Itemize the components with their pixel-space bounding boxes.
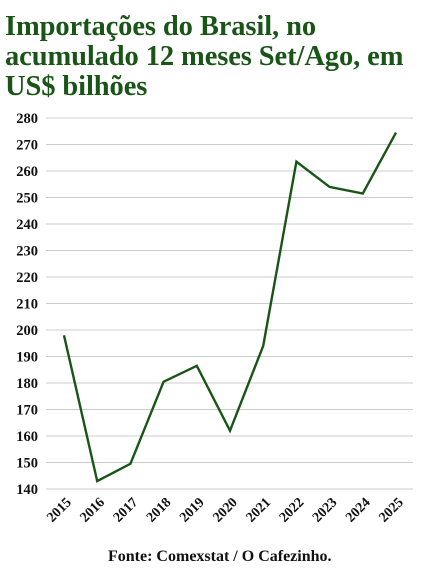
x-tick-label: 2019 xyxy=(177,495,207,525)
x-tick-label: 2024 xyxy=(343,495,373,525)
x-tick-label: 2020 xyxy=(210,495,240,525)
y-tick-label: 160 xyxy=(16,429,38,445)
x-axis-ticks: 2015 2016 2017 2018 2019 2020 2021 2022 2023 2024… xyxy=(44,495,406,525)
x-tick-label: 2021 xyxy=(244,495,274,525)
x-tick-label: 2022 xyxy=(277,495,307,525)
y-tick-label: 190 xyxy=(16,350,38,366)
y-tick-label: 200 xyxy=(16,323,38,339)
y-tick-label: 240 xyxy=(16,217,38,233)
chart-title: Importações do Brasil, no acumulado 12 m… xyxy=(5,11,404,102)
x-tick-label: 2025 xyxy=(376,495,406,525)
x-tick-label: 2023 xyxy=(310,495,340,525)
series-group xyxy=(62,132,398,483)
source-note: Fonte: Comexstat / O Cafezinho. xyxy=(108,548,332,565)
x-tick-label: 2016 xyxy=(78,495,108,525)
y-tick-label: 280 xyxy=(16,111,38,127)
y-tick-label: 270 xyxy=(16,138,38,154)
x-tick-label: 2015 xyxy=(44,495,74,525)
y-axis-ticks: 140 150 160 170 180 190 200 210 220 230 240 250 260 2… xyxy=(16,111,38,498)
y-tick-label: 250 xyxy=(16,191,38,207)
gridlines xyxy=(46,117,413,490)
y-tick-label: 220 xyxy=(16,270,38,286)
series-line-0 xyxy=(62,132,398,483)
y-tick-label: 140 xyxy=(16,482,38,498)
y-tick-label: 260 xyxy=(16,164,38,180)
y-tick-label: 150 xyxy=(16,456,38,472)
y-tick-label: 210 xyxy=(16,297,38,313)
y-tick-label: 180 xyxy=(16,376,38,392)
y-tick-label: 170 xyxy=(16,403,38,419)
y-tick-label: 230 xyxy=(16,244,38,260)
x-tick-label: 2018 xyxy=(144,495,174,525)
x-tick-label: 2017 xyxy=(111,495,141,525)
